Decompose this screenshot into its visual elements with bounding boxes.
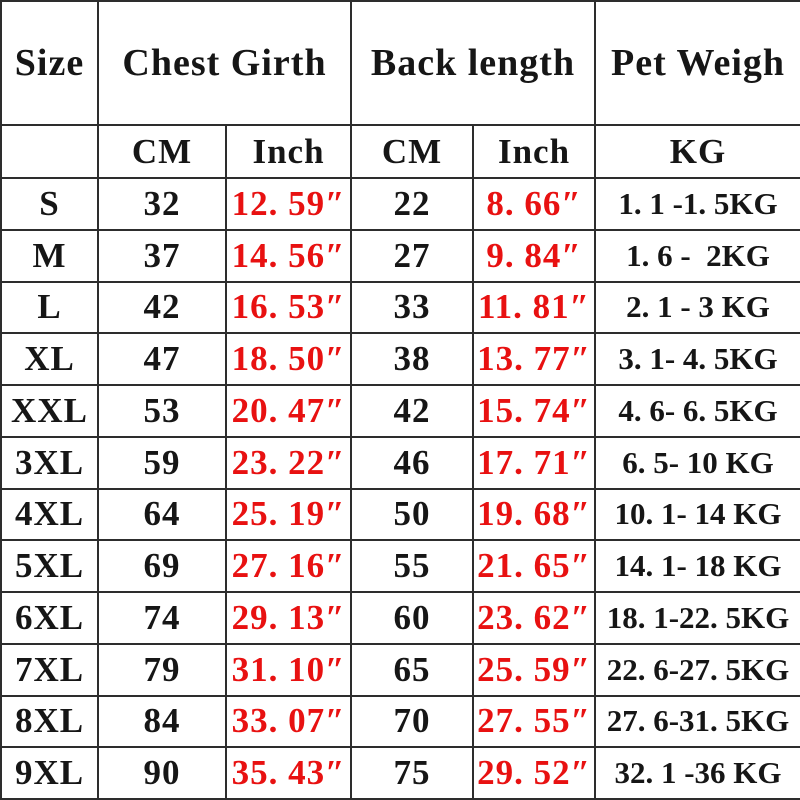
pet-weight-cell: 2. 1 - 3 KG bbox=[594, 280, 800, 335]
back-inch-cell: 13. 77″ bbox=[471, 332, 597, 386]
pet-weight-cell: 18. 1-22. 5KG bbox=[594, 591, 800, 645]
header-row: Size Chest Girth Back length Pet Weigh bbox=[0, 0, 800, 126]
chest-cm-cell: 47 bbox=[97, 332, 227, 386]
units-back-inch: Inch bbox=[471, 124, 597, 179]
pet-weight-cell: 4. 6- 6. 5KG bbox=[594, 384, 800, 438]
pet-weight-cell: 1. 6 - 2KG bbox=[594, 228, 800, 283]
size-label-cell: L bbox=[0, 280, 99, 335]
pet-weight-cell: 10. 1- 14 KG bbox=[594, 487, 800, 542]
back-cm-cell: 65 bbox=[350, 642, 474, 697]
chest-cm-cell: 53 bbox=[97, 384, 227, 438]
back-inch-cell: 25. 59″ bbox=[471, 642, 597, 697]
chest-cm-cell: 59 bbox=[97, 435, 227, 490]
chest-inch-cell: 25. 19″ bbox=[225, 487, 352, 542]
back-cm-cell: 55 bbox=[350, 539, 474, 593]
table-row: 8XL 84 33. 07″ 70 27. 55″ 27. 6-31. 5KG bbox=[0, 694, 800, 749]
chest-inch-cell: 14. 56″ bbox=[225, 228, 352, 283]
units-row: CM Inch CM Inch KG bbox=[0, 124, 800, 179]
chest-cm-cell: 84 bbox=[97, 694, 227, 749]
back-inch-cell: 23. 62″ bbox=[471, 591, 597, 645]
back-cm-cell: 38 bbox=[350, 332, 474, 386]
chest-cm-cell: 79 bbox=[97, 642, 227, 697]
back-cm-cell: 60 bbox=[350, 591, 474, 645]
chest-inch-cell: 20. 47″ bbox=[225, 384, 352, 438]
table-row: 6XL 74 29. 13″ 60 23. 62″ 18. 1-22. 5KG bbox=[0, 591, 800, 645]
table-row: XXL 53 20. 47″ 42 15. 74″ 4. 6- 6. 5KG bbox=[0, 384, 800, 438]
pet-weight-cell: 14. 1- 18 KG bbox=[594, 539, 800, 593]
pet-weight-cell: 22. 6-27. 5KG bbox=[594, 642, 800, 697]
chest-inch-cell: 29. 13″ bbox=[225, 591, 352, 645]
back-cm-cell: 50 bbox=[350, 487, 474, 542]
table-row: 7XL 79 31. 10″ 65 25. 59″ 22. 6-27. 5KG bbox=[0, 642, 800, 697]
back-cm-cell: 42 bbox=[350, 384, 474, 438]
back-inch-cell: 9. 84″ bbox=[471, 228, 597, 283]
size-label-cell: XL bbox=[0, 332, 99, 386]
back-cm-cell: 27 bbox=[350, 228, 474, 283]
back-inch-cell: 29. 52″ bbox=[471, 746, 597, 800]
back-cm-cell: 33 bbox=[350, 280, 474, 335]
chest-inch-cell: 18. 50″ bbox=[225, 332, 352, 386]
table-row: M 37 14. 56″ 27 9. 84″ 1. 6 - 2KG bbox=[0, 228, 800, 283]
table-row: 3XL 59 23. 22″ 46 17. 71″ 6. 5- 10 KG bbox=[0, 435, 800, 490]
back-cm-cell: 75 bbox=[350, 746, 474, 800]
chest-cm-cell: 69 bbox=[97, 539, 227, 593]
units-back-cm: CM bbox=[350, 124, 474, 179]
size-label-cell: 8XL bbox=[0, 694, 99, 749]
chest-inch-cell: 35. 43″ bbox=[225, 746, 352, 800]
chest-cm-cell: 37 bbox=[97, 228, 227, 283]
header-back-length: Back length bbox=[349, 0, 597, 126]
size-label-cell: M bbox=[0, 228, 99, 283]
back-cm-cell: 46 bbox=[350, 435, 474, 490]
pet-weight-cell: 27. 6-31. 5KG bbox=[594, 694, 800, 749]
pet-weight-cell: 32. 1 -36 KG bbox=[594, 746, 800, 800]
back-inch-cell: 11. 81″ bbox=[471, 280, 597, 335]
table-row: S 32 12. 59″ 22 8. 66″ 1. 1 -1. 5KG bbox=[0, 177, 800, 231]
chest-inch-cell: 23. 22″ bbox=[225, 435, 352, 490]
header-pet-weight: Pet Weigh bbox=[594, 0, 800, 126]
pet-weight-cell: 6. 5- 10 KG bbox=[594, 435, 800, 490]
back-cm-cell: 22 bbox=[350, 177, 474, 231]
chest-cm-cell: 74 bbox=[97, 591, 227, 645]
size-label-cell: 9XL bbox=[0, 746, 99, 800]
units-size-empty-cell bbox=[0, 124, 99, 179]
chest-inch-cell: 31. 10″ bbox=[225, 642, 352, 697]
back-inch-cell: 27. 55″ bbox=[471, 694, 597, 749]
chest-inch-cell: 27. 16″ bbox=[225, 539, 352, 593]
back-inch-cell: 17. 71″ bbox=[471, 435, 597, 490]
pet-weight-cell: 3. 1- 4. 5KG bbox=[594, 332, 800, 386]
back-inch-cell: 8. 66″ bbox=[471, 177, 597, 231]
table-row: 4XL 64 25. 19″ 50 19. 68″ 10. 1- 14 KG bbox=[0, 487, 800, 542]
chest-cm-cell: 64 bbox=[97, 487, 227, 542]
table-row: L 42 16. 53″ 33 11. 81″ 2. 1 - 3 KG bbox=[0, 280, 800, 335]
size-label-cell: 3XL bbox=[0, 435, 99, 490]
table-row: 9XL 90 35. 43″ 75 29. 52″ 32. 1 -36 KG bbox=[0, 746, 800, 800]
size-label-cell: 5XL bbox=[0, 539, 99, 593]
size-label-cell: 6XL bbox=[0, 591, 99, 645]
header-size: Size bbox=[0, 0, 99, 126]
size-label-cell: 4XL bbox=[0, 487, 99, 542]
units-weight-kg: KG bbox=[594, 124, 800, 179]
units-chest-inch: Inch bbox=[225, 124, 352, 179]
chest-cm-cell: 90 bbox=[97, 746, 227, 800]
chest-inch-cell: 33. 07″ bbox=[225, 694, 352, 749]
chest-inch-cell: 16. 53″ bbox=[225, 280, 352, 335]
units-chest-cm: CM bbox=[97, 124, 227, 179]
chest-cm-cell: 32 bbox=[97, 177, 227, 231]
size-label-cell: XXL bbox=[0, 384, 99, 438]
size-label-cell: 7XL bbox=[0, 642, 99, 697]
back-inch-cell: 19. 68″ bbox=[471, 487, 597, 542]
table-row: 5XL 69 27. 16″ 55 21. 65″ 14. 1- 18 KG bbox=[0, 539, 800, 593]
back-cm-cell: 70 bbox=[350, 694, 474, 749]
back-inch-cell: 15. 74″ bbox=[471, 384, 597, 438]
back-inch-cell: 21. 65″ bbox=[471, 539, 597, 593]
table-row: XL 47 18. 50″ 38 13. 77″ 3. 1- 4. 5KG bbox=[0, 332, 800, 386]
chest-inch-cell: 12. 59″ bbox=[225, 177, 352, 231]
chest-cm-cell: 42 bbox=[97, 280, 227, 335]
pet-weight-cell: 1. 1 -1. 5KG bbox=[594, 177, 800, 231]
size-label-cell: S bbox=[0, 177, 99, 231]
header-chest-girth: Chest Girth bbox=[97, 0, 352, 126]
